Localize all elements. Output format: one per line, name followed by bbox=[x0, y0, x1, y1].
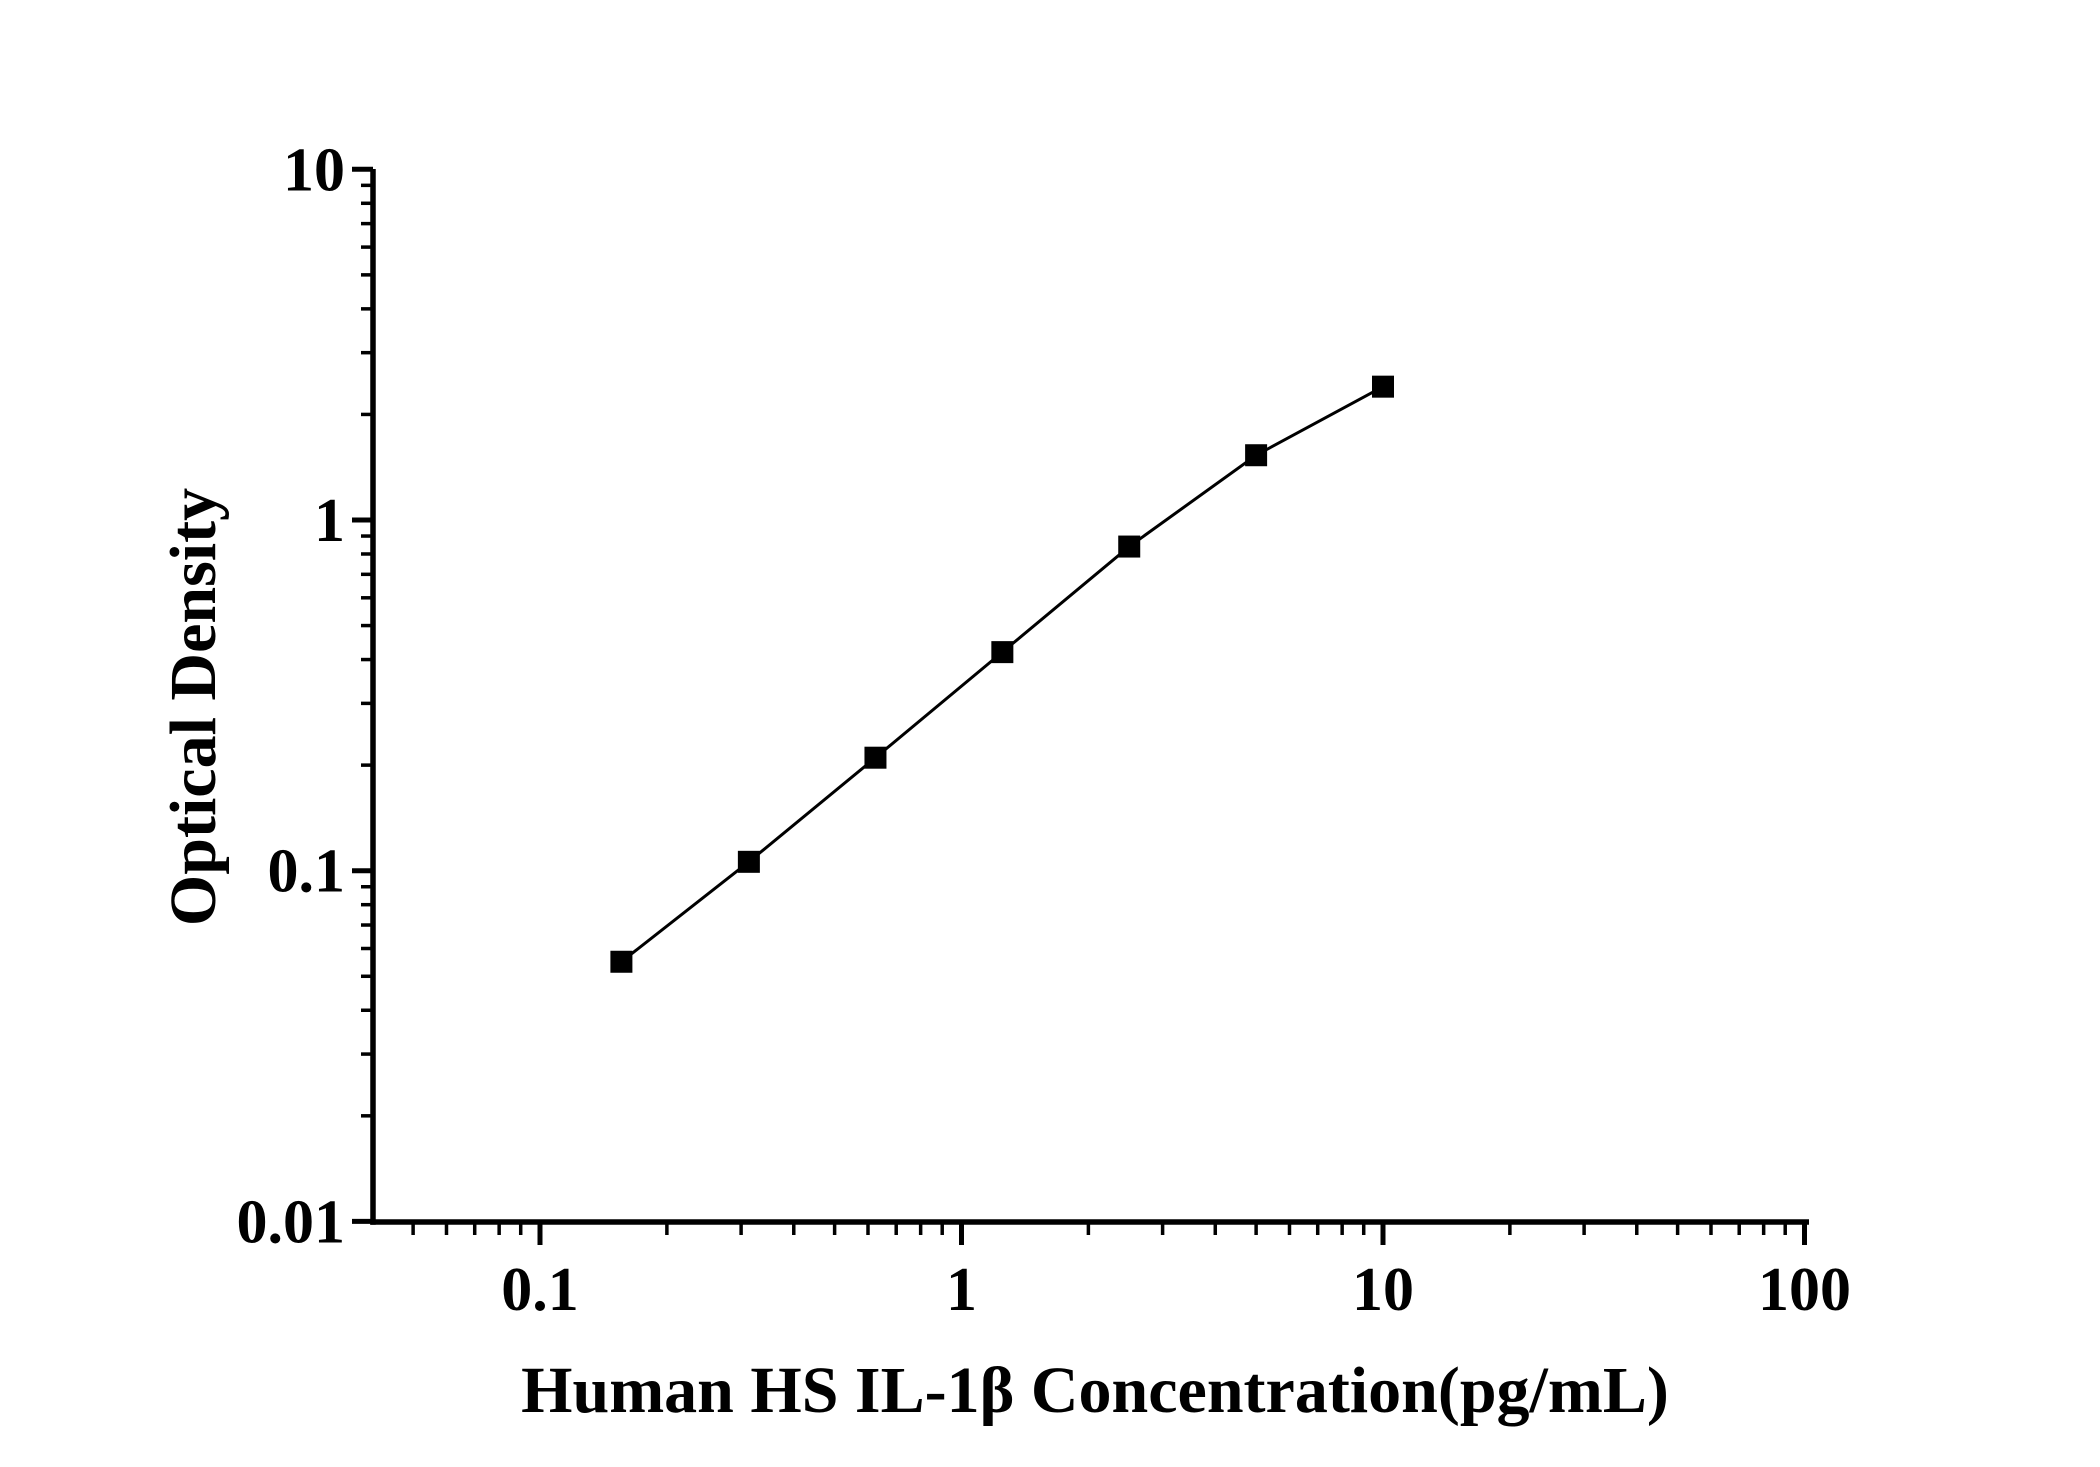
x-tick-label: 10 bbox=[1352, 1256, 1414, 1324]
y-tick-label: 1 bbox=[314, 487, 345, 555]
data-point-marker bbox=[991, 641, 1014, 664]
y-tick-label: 0.1 bbox=[268, 838, 346, 906]
major-ticks bbox=[352, 166, 1807, 1245]
y-tick-label: 10 bbox=[283, 136, 345, 204]
data-point-marker bbox=[864, 746, 887, 769]
data-point-marker bbox=[1118, 535, 1141, 558]
data-point-marker bbox=[737, 850, 760, 873]
series-line bbox=[620, 385, 1384, 963]
axes bbox=[370, 169, 1809, 1225]
series-layer bbox=[610, 375, 1394, 973]
y-tick-label: 0.01 bbox=[237, 1188, 346, 1256]
data-point-marker bbox=[1245, 444, 1268, 467]
y-axis-title: Optical Density bbox=[157, 488, 230, 926]
tick-labels: 0.1 1 10 100 10 1 0.1 0.01 bbox=[237, 136, 1852, 1324]
x-tick-label: 1 bbox=[946, 1256, 977, 1324]
data-point-marker bbox=[610, 950, 633, 973]
minor-ticks bbox=[361, 183, 1787, 1235]
x-axis-title: Human HS IL-1β Concentration(pg/mL) bbox=[521, 1354, 1669, 1427]
x-tick-label: 100 bbox=[1758, 1256, 1851, 1324]
x-tick-label: 0.1 bbox=[501, 1256, 579, 1324]
data-point-marker bbox=[1372, 375, 1394, 398]
